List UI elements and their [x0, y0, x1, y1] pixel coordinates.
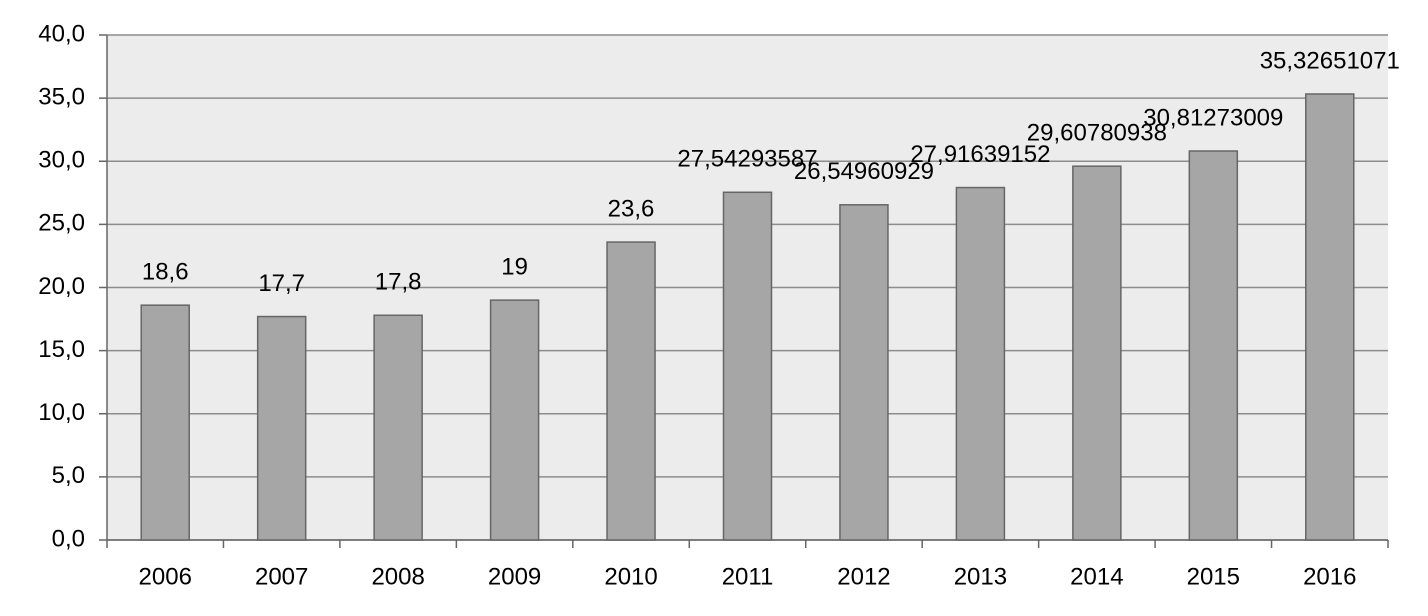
bar [606, 241, 656, 541]
bar [256, 315, 307, 541]
y-tick-label: 35,0 [38, 83, 85, 110]
y-tick-label: 15,0 [38, 336, 85, 363]
x-tick-label: 2007 [255, 563, 308, 590]
y-tick-label: 5,0 [52, 462, 85, 489]
x-tick-label: 2009 [488, 563, 541, 590]
x-tick-label: 2013 [954, 563, 1007, 590]
bar [1305, 93, 1355, 541]
bar [373, 314, 423, 541]
x-tick-label: 2008 [371, 563, 424, 590]
value-label: 17,7 [258, 270, 305, 297]
x-tick-label: 2006 [139, 563, 192, 590]
value-label: 18,6 [142, 259, 189, 286]
bar [489, 299, 540, 541]
y-tick-label: 25,0 [38, 210, 85, 237]
value-label: 17,8 [375, 269, 422, 296]
x-tick-label: 2011 [722, 563, 774, 590]
bar [839, 204, 889, 541]
x-tick-label: 2012 [837, 563, 890, 590]
value-label: 27,54293587 [677, 146, 817, 173]
bar [955, 186, 1006, 541]
value-label: 19 [501, 253, 528, 280]
value-label: 27,91639152 [910, 141, 1050, 168]
bar [140, 304, 190, 541]
value-label: 23,6 [608, 195, 655, 222]
y-tick-label: 40,0 [38, 20, 85, 47]
value-label: 26,54960929 [794, 158, 934, 185]
x-tick-label: 2015 [1187, 563, 1240, 590]
bar [1072, 165, 1122, 541]
y-tick-label: 10,0 [38, 399, 85, 426]
y-tick-label: 20,0 [38, 273, 85, 300]
bar [1188, 150, 1239, 541]
value-label: 30,81273009 [1143, 104, 1283, 131]
value-label: 35,32651071 [1260, 47, 1400, 74]
y-tick-label: 30,0 [38, 147, 85, 174]
x-tick-label: 2014 [1070, 563, 1123, 590]
y-tick-label: 0,0 [52, 525, 85, 552]
value-label: 29,60780938 [1027, 120, 1167, 147]
x-tick-label: 2010 [604, 563, 657, 590]
x-tick-label: 2016 [1303, 563, 1356, 590]
bar [722, 191, 773, 541]
